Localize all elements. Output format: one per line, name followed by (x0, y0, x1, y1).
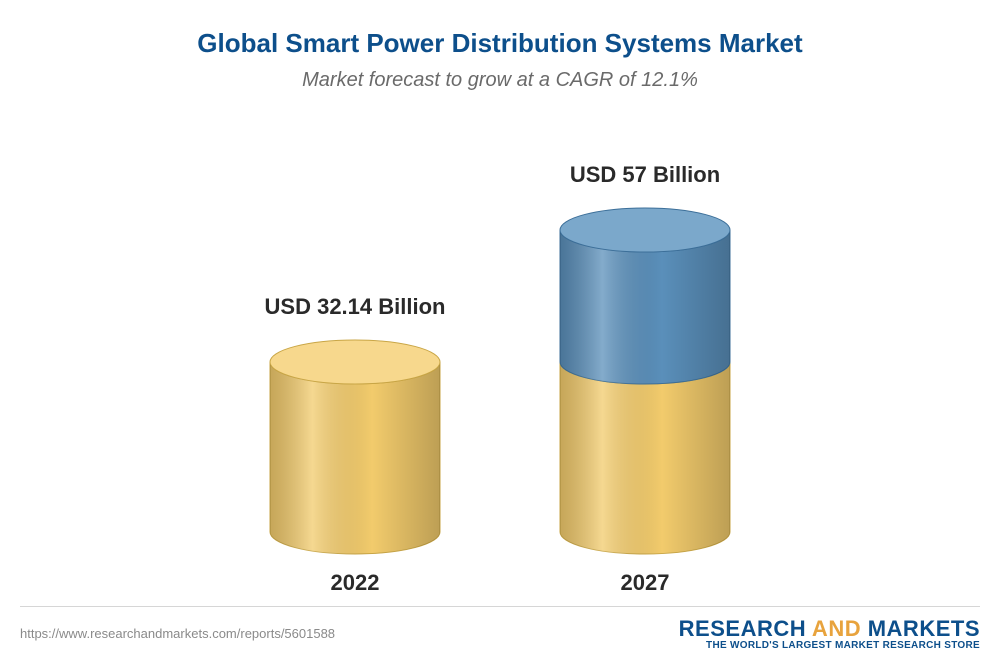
cylinder-year-label: 2027 (540, 570, 750, 596)
cylinder-2022: USD 32.14 Billion2022 (250, 294, 460, 552)
cylinder-value-label: USD 32.14 Billion (250, 294, 460, 320)
source-url: https://www.researchandmarkets.com/repor… (20, 626, 335, 641)
brand-logo: RESEARCH AND MARKETS THE WORLD'S LARGEST… (679, 616, 980, 651)
logo-tagline: THE WORLD'S LARGEST MARKET RESEARCH STOR… (679, 640, 980, 651)
chart-area: USD 32.14 Billion2022USD 57 Billion2027 (0, 112, 1000, 542)
chart-title: Global Smart Power Distribution Systems … (0, 0, 1000, 59)
cylinder-value-label: USD 57 Billion (540, 162, 750, 188)
logo-text: RESEARCH AND MARKETS (679, 616, 980, 642)
logo-part3: MARKETS (868, 616, 980, 641)
footer: https://www.researchandmarkets.com/repor… (0, 607, 1000, 667)
cylinder-year-label: 2022 (250, 570, 460, 596)
cylinder-2027: USD 57 Billion2027 (540, 162, 750, 552)
cylinder-shape (558, 206, 732, 556)
logo-part2: AND (806, 616, 868, 641)
chart-subtitle: Market forecast to grow at a CAGR of 12.… (0, 69, 1000, 92)
logo-part1: RESEARCH (679, 616, 806, 641)
cylinder-shape (268, 338, 442, 556)
